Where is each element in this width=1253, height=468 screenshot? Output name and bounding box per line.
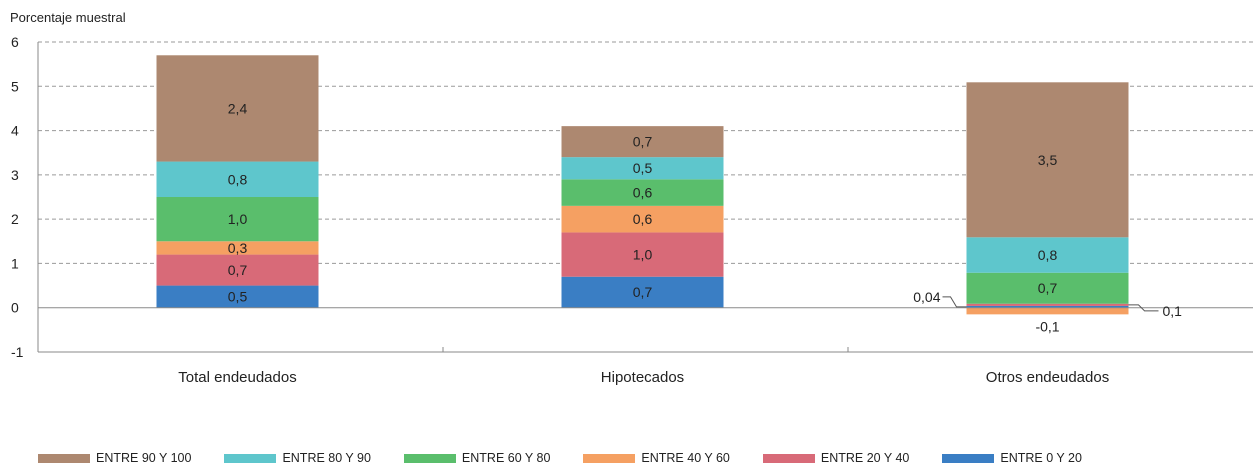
bar-segment [561, 126, 724, 158]
legend-label: ENTRE 40 Y 60 [641, 451, 730, 465]
leader-line [1128, 304, 1159, 312]
bar-segment [561, 205, 724, 233]
legend-item: ENTRE 90 Y 100 [38, 451, 191, 465]
bar-segment [966, 82, 1129, 238]
y-tick-label: 1 [11, 255, 19, 271]
x-axis-labels: Total endeudados Hipotecados Otros endeuda… [178, 369, 1109, 386]
bar-segment [966, 237, 1129, 273]
bar-segment [966, 307, 1129, 315]
y-tick-label: 3 [11, 167, 19, 183]
y-tick-label: -1 [11, 344, 24, 360]
bar-segment [966, 303, 1129, 306]
data-label: 0,3 [228, 240, 248, 256]
bar-segment [561, 232, 724, 277]
data-label: 0,7 [1038, 280, 1058, 296]
data-label: 0,5 [633, 160, 653, 176]
data-label: 0,1 [1163, 303, 1183, 319]
data-labels: 0,5 0,7 0,3 1,0 0,8 2,4 0,7 1,0 0,6 0,6 0,5 0,7 0,04… [228, 100, 1182, 334]
grid-lines [37, 41, 1253, 353]
bar-segment [156, 241, 319, 255]
legend-label: ENTRE 90 Y 100 [96, 451, 192, 465]
bar-segment [156, 285, 319, 308]
x-tick-label: Hipotecados [601, 369, 684, 386]
y-axis-ticks: 6 5 4 3 2 1 0 -1 [11, 34, 24, 360]
label-leaders [942, 296, 1159, 312]
data-label: 2,4 [228, 100, 248, 116]
bar-segment [561, 276, 724, 308]
leader-line [942, 296, 967, 308]
bar-segment [156, 161, 319, 197]
data-label: 0,7 [633, 134, 653, 150]
data-label: 0,7 [228, 262, 248, 278]
data-label: 1,0 [228, 211, 248, 227]
bar-segment [561, 179, 724, 206]
legend-label: ENTRE 80 Y 90 [282, 451, 371, 465]
x-tick-label: Otros endeudados [986, 369, 1109, 386]
legend-swatch [38, 453, 90, 463]
data-label: 3,5 [1038, 152, 1058, 168]
legend-swatch [403, 453, 456, 463]
data-label: 1,0 [633, 247, 653, 263]
legend-label: ENTRE 20 Y 40 [820, 451, 910, 465]
y-axis-title: Porcentaje muestral [10, 10, 126, 25]
legend-swatch [224, 453, 277, 463]
stacked-bar-chart: 6 5 4 3 2 1 0 -1 0,5 0,7 0,3 1,0 0,8 2,4 0,7 1,0 0,6 0,6… [11, 34, 1253, 386]
bar-segment [561, 157, 724, 180]
data-label: -0,1 [1035, 318, 1059, 334]
data-label: 0,5 [228, 289, 248, 305]
y-tick-label: 0 [11, 300, 19, 316]
data-label: 0,6 [633, 211, 653, 227]
legend: ENTRE 90 Y 100 ENTRE 80 Y 90 ENTRE 60 Y 80… [38, 451, 1115, 465]
bars [38, 55, 1253, 315]
y-tick-label: 5 [11, 78, 19, 94]
data-label: 0,8 [1038, 247, 1058, 263]
legend-swatch [583, 453, 636, 463]
bar-segment [156, 55, 319, 162]
legend-swatch [762, 453, 815, 463]
x-tick-label: Total endeudados [178, 369, 296, 386]
legend-label: ENTRE 0 Y 20 [1000, 451, 1082, 465]
bar-segment [966, 305, 1129, 308]
legend-item: ENTRE 40 Y 60 [583, 451, 730, 465]
bar-segment [966, 272, 1129, 304]
legend-label: ENTRE 60 Y 80 [461, 451, 551, 465]
bar-segment [156, 197, 319, 242]
legend-item: ENTRE 60 Y 80 [403, 451, 551, 465]
data-label: 0,7 [633, 284, 653, 300]
bar-segment [156, 254, 319, 286]
y-tick-label: 2 [11, 211, 19, 227]
legend-item: ENTRE 20 Y 40 [762, 451, 910, 465]
legend-item: ENTRE 80 Y 90 [224, 451, 371, 465]
legend-item: ENTRE 0 Y 20 [942, 451, 1082, 465]
y-tick-label: 6 [11, 34, 19, 50]
y-tick-label: 4 [11, 123, 19, 139]
data-label: 0,6 [633, 185, 653, 201]
data-label: 0,8 [228, 171, 248, 187]
data-label: 0,04 [913, 289, 940, 305]
legend-swatch [942, 453, 995, 463]
